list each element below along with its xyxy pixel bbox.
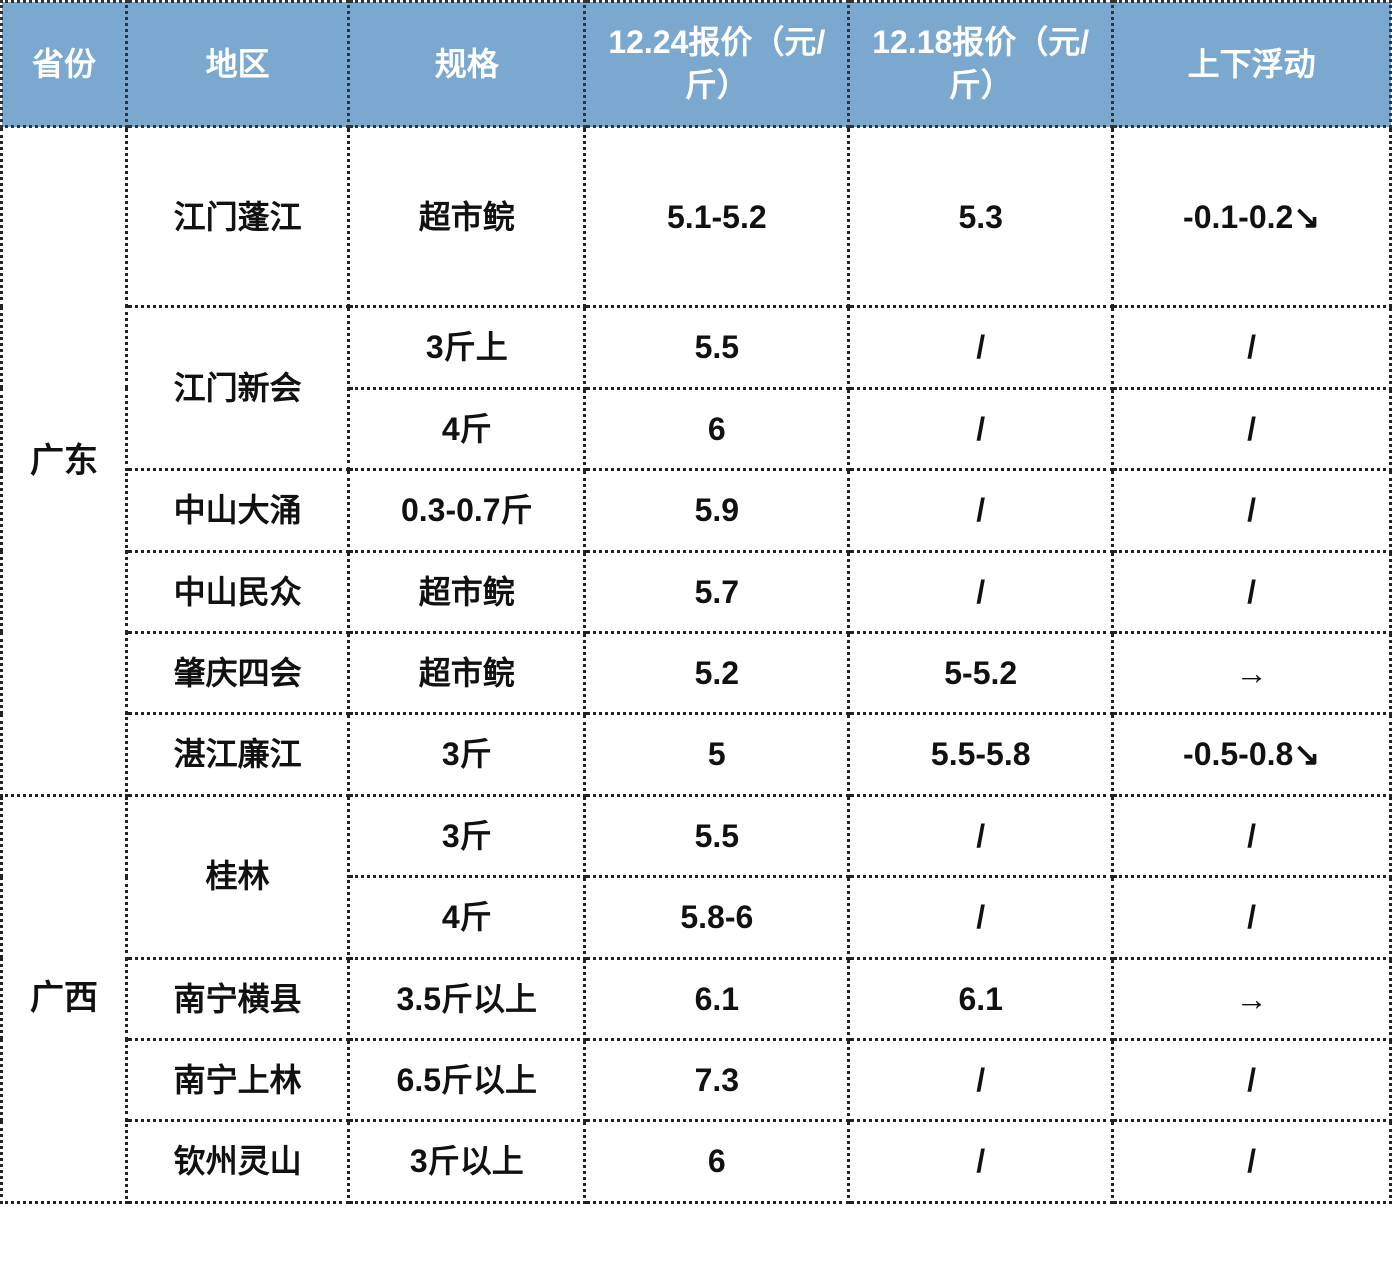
price-1224-cell: 5.5 (585, 795, 849, 876)
region-cell: 钦州灵山 (127, 1121, 349, 1202)
fluctuation-cell: / (1113, 307, 1391, 388)
fluctuation-cell: → (1113, 632, 1391, 713)
fluctuation-cell: / (1113, 388, 1391, 469)
table-row: 广西桂林3斤5.5// (2, 795, 1391, 876)
price-1224-cell: 5.8-6 (585, 877, 849, 958)
fluctuation-cell: / (1113, 877, 1391, 958)
col-fluctuation: 上下浮动 (1113, 2, 1391, 127)
table-header-row: 省份 地区 规格 12.24报价（元/斤） 12.18报价（元/斤） 上下浮动 (2, 2, 1391, 127)
col-price-1224: 12.24报价（元/斤） (585, 2, 849, 127)
price-1218-cell: / (849, 551, 1113, 632)
table-row: 广东江门蓬江超市鲩5.1-5.25.3-0.1-0.2↘ (2, 127, 1391, 307)
price-1218-cell: / (849, 1121, 1113, 1202)
col-region: 地区 (127, 2, 349, 127)
fluctuation-cell: → (1113, 958, 1391, 1039)
region-cell: 中山民众 (127, 551, 349, 632)
region-cell: 江门新会 (127, 307, 349, 470)
region-cell: 南宁上林 (127, 1039, 349, 1120)
table-row: 中山民众超市鲩5.7// (2, 551, 1391, 632)
price-table: 省份 地区 规格 12.24报价（元/斤） 12.18报价（元/斤） 上下浮动 … (0, 0, 1392, 1204)
price-1218-cell: / (849, 795, 1113, 876)
region-cell: 南宁横县 (127, 958, 349, 1039)
price-1218-cell: 5-5.2 (849, 632, 1113, 713)
region-cell: 湛江廉江 (127, 714, 349, 795)
fluctuation-cell: / (1113, 470, 1391, 551)
province-cell: 广西 (2, 795, 127, 1202)
province-cell: 广东 (2, 127, 127, 795)
price-1218-cell: / (849, 388, 1113, 469)
table-row: 中山大涌0.3-0.7斤5.9// (2, 470, 1391, 551)
fluctuation-cell: / (1113, 1039, 1391, 1120)
price-1218-cell: 5.5-5.8 (849, 714, 1113, 795)
price-1218-cell: / (849, 470, 1113, 551)
price-1218-cell: / (849, 307, 1113, 388)
spec-cell: 4斤 (349, 877, 585, 958)
spec-cell: 4斤 (349, 388, 585, 469)
region-cell: 肇庆四会 (127, 632, 349, 713)
price-1224-cell: 5.2 (585, 632, 849, 713)
price-1224-cell: 5.7 (585, 551, 849, 632)
spec-cell: 3斤 (349, 795, 585, 876)
spec-cell: 3斤以上 (349, 1121, 585, 1202)
price-1224-cell: 5 (585, 714, 849, 795)
fluctuation-cell: -0.1-0.2↘ (1113, 127, 1391, 307)
spec-cell: 3.5斤以上 (349, 958, 585, 1039)
price-1224-cell: 6.1 (585, 958, 849, 1039)
price-1224-cell: 5.9 (585, 470, 849, 551)
region-cell: 中山大涌 (127, 470, 349, 551)
price-1224-cell: 5.1-5.2 (585, 127, 849, 307)
col-spec: 规格 (349, 2, 585, 127)
table-row: 江门新会3斤上5.5// (2, 307, 1391, 388)
price-1224-cell: 6 (585, 388, 849, 469)
spec-cell: 3斤上 (349, 307, 585, 388)
region-cell: 桂林 (127, 795, 349, 958)
spec-cell: 超市鲩 (349, 551, 585, 632)
price-1224-cell: 7.3 (585, 1039, 849, 1120)
spec-cell: 6.5斤以上 (349, 1039, 585, 1120)
price-1224-cell: 6 (585, 1121, 849, 1202)
table-row: 肇庆四会超市鲩5.25-5.2→ (2, 632, 1391, 713)
spec-cell: 超市鲩 (349, 632, 585, 713)
fluctuation-cell: / (1113, 1121, 1391, 1202)
price-1218-cell: 5.3 (849, 127, 1113, 307)
price-1218-cell: 6.1 (849, 958, 1113, 1039)
table-row: 南宁横县3.5斤以上6.16.1→ (2, 958, 1391, 1039)
table-row: 湛江廉江3斤55.5-5.8-0.5-0.8↘ (2, 714, 1391, 795)
fluctuation-cell: / (1113, 551, 1391, 632)
spec-cell: 3斤 (349, 714, 585, 795)
price-1218-cell: / (849, 1039, 1113, 1120)
table-row: 钦州灵山3斤以上6// (2, 1121, 1391, 1202)
fluctuation-cell: -0.5-0.8↘ (1113, 714, 1391, 795)
price-1218-cell: / (849, 877, 1113, 958)
price-1224-cell: 5.5 (585, 307, 849, 388)
region-cell: 江门蓬江 (127, 127, 349, 307)
spec-cell: 超市鲩 (349, 127, 585, 307)
table-row: 南宁上林6.5斤以上7.3// (2, 1039, 1391, 1120)
table-body: 广东江门蓬江超市鲩5.1-5.25.3-0.1-0.2↘江门新会3斤上5.5//… (2, 127, 1391, 1202)
col-province: 省份 (2, 2, 127, 127)
fluctuation-cell: / (1113, 795, 1391, 876)
spec-cell: 0.3-0.7斤 (349, 470, 585, 551)
col-price-1218: 12.18报价（元/斤） (849, 2, 1113, 127)
